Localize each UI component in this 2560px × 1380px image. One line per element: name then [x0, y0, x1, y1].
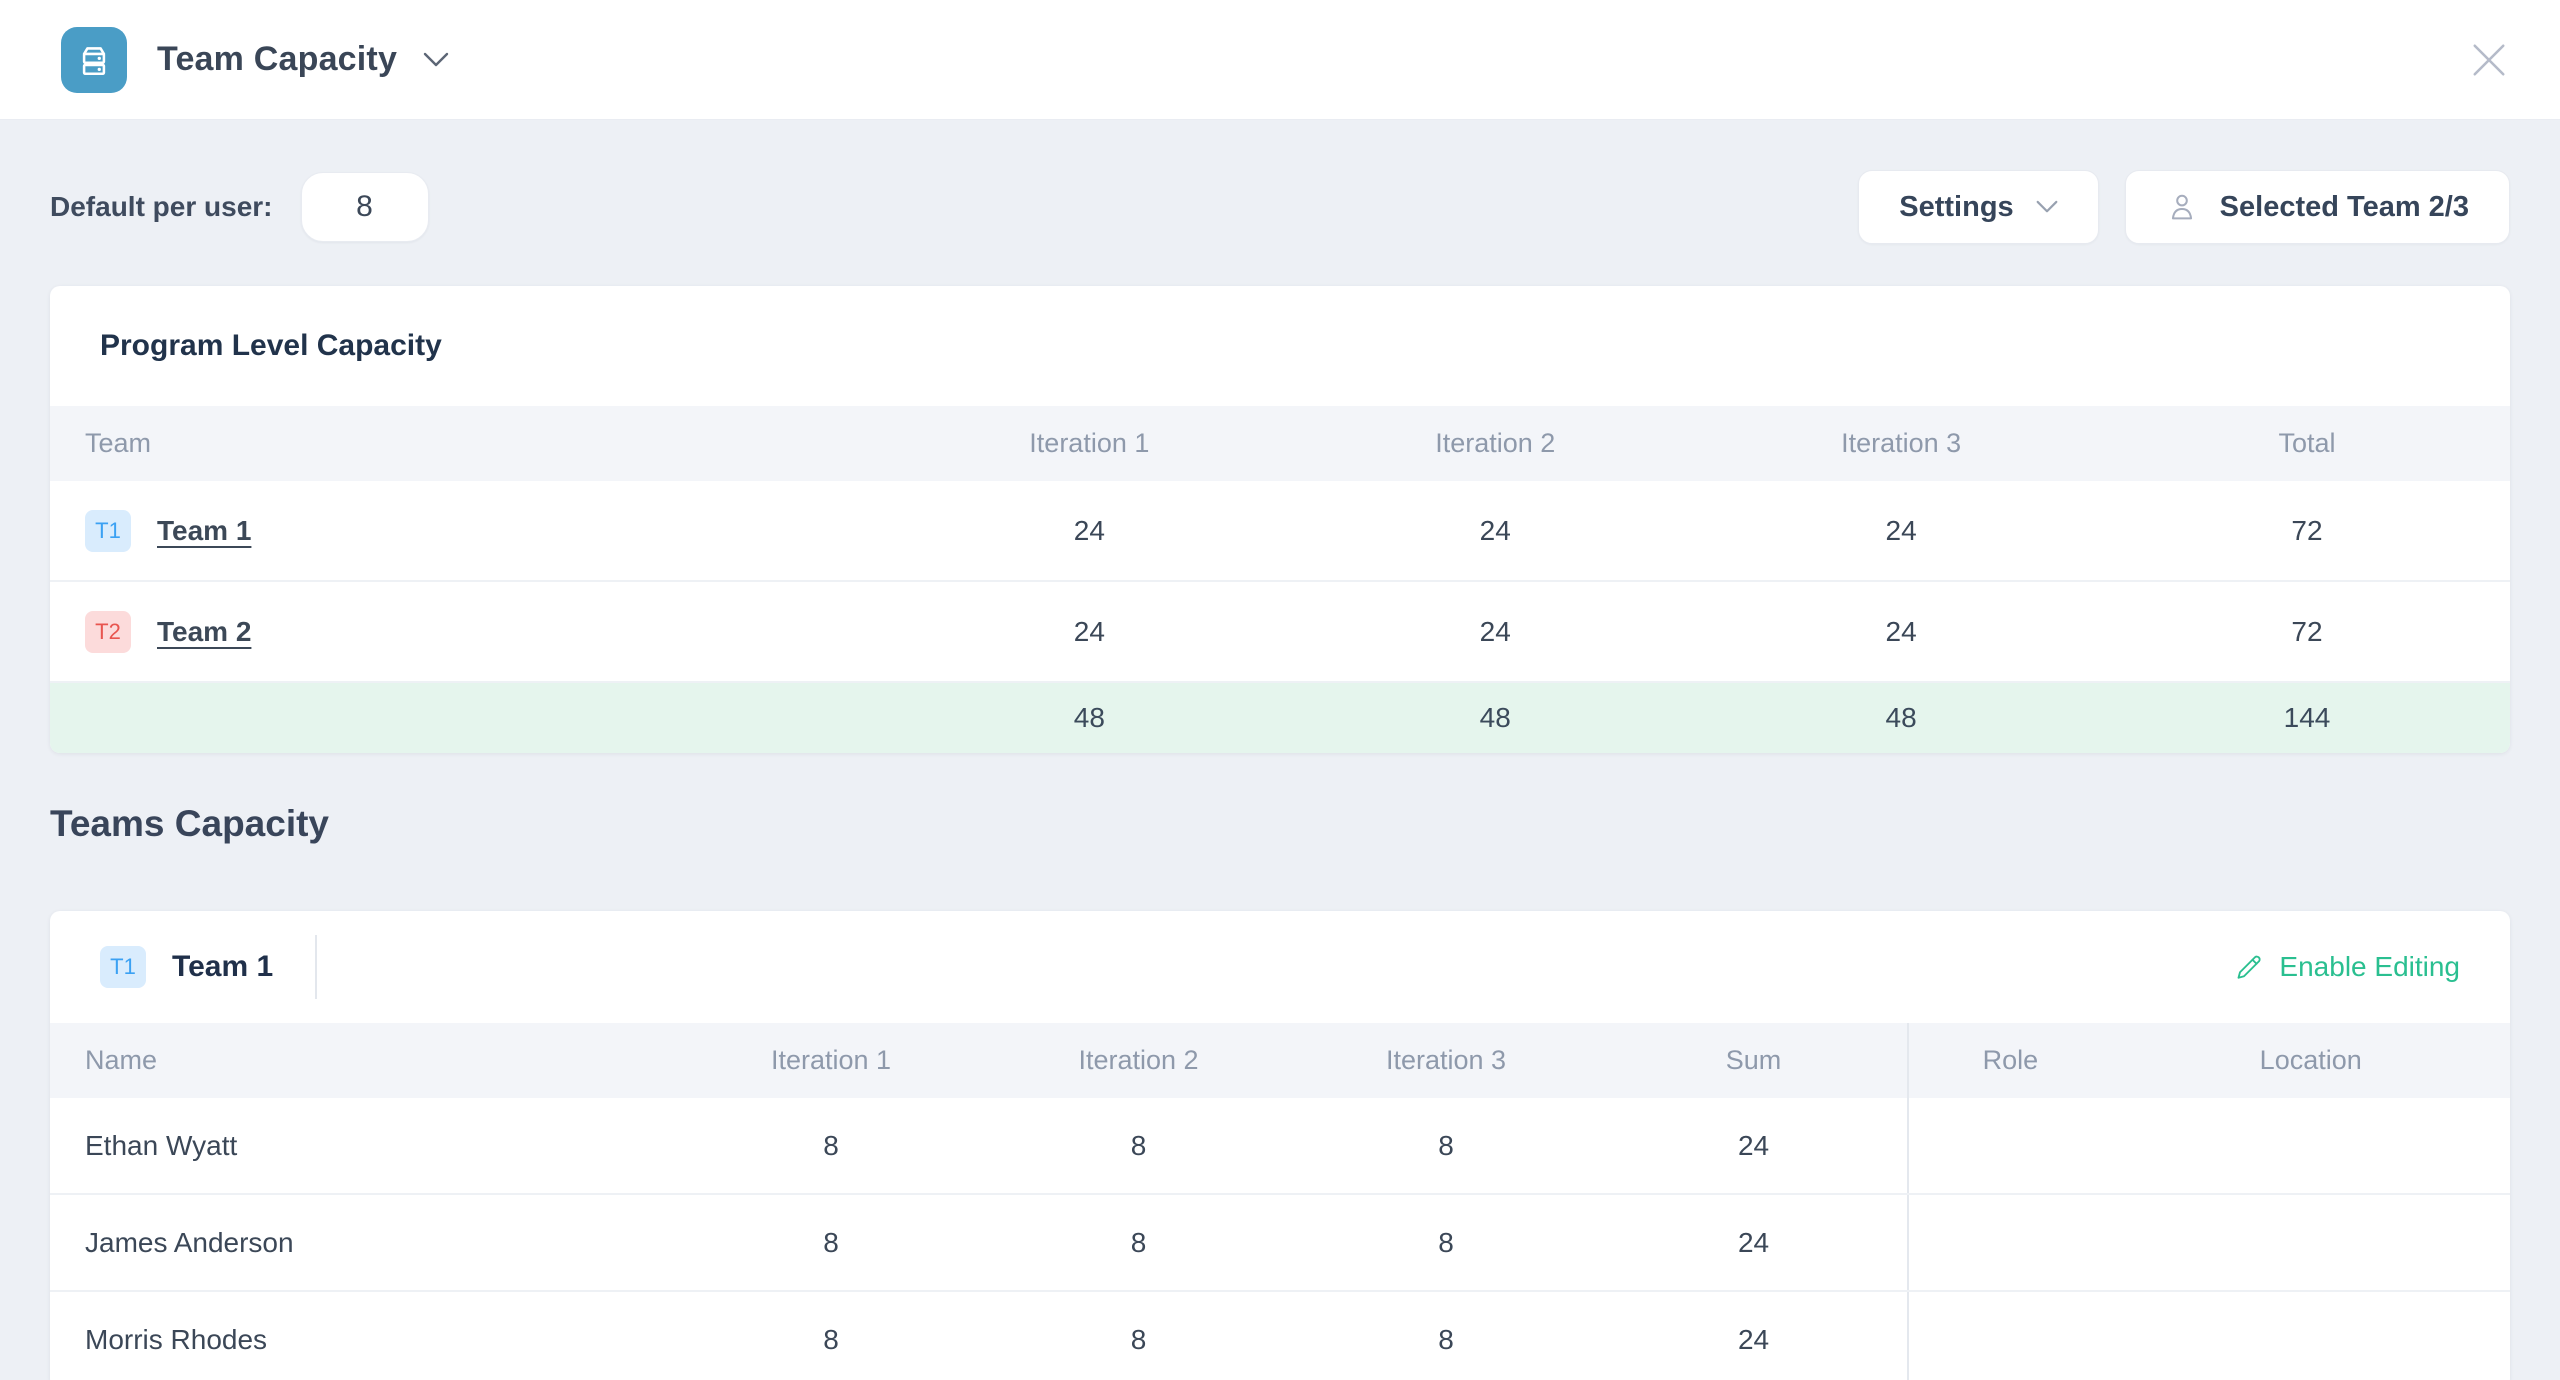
team-1-link[interactable]: Team 1 [157, 514, 252, 546]
team-2-total-value: 72 [2291, 615, 2323, 647]
column-header-iteration-1: Iteration 1 [1029, 428, 1150, 458]
program-totals-row: 48 48 48 144 [50, 683, 2510, 753]
member-sum: 24 [1737, 1323, 1770, 1355]
member-location [2111, 1195, 2510, 1290]
default-per-user-label: Default per user: [50, 191, 273, 222]
toolbar: Default per user: Settings Selected Team… [50, 170, 2510, 244]
chevron-down-icon [2036, 200, 2058, 213]
member-iteration-1: 8 [823, 1129, 839, 1161]
member-iteration-1: 8 [823, 1323, 839, 1355]
member-iteration-1: 8 [823, 1226, 839, 1258]
column-header-team: Team [85, 428, 152, 458]
person-icon [2171, 194, 2192, 220]
column-header-name: Name [85, 1045, 158, 1075]
totals-iteration-3: 48 [1885, 702, 1917, 733]
member-sum: 24 [1737, 1129, 1770, 1161]
team-1-total-value: 72 [2291, 514, 2323, 546]
settings-button[interactable]: Settings [1858, 170, 2099, 244]
team-2-iteration-3-value: 24 [1885, 615, 1917, 647]
totals-iteration-2: 48 [1479, 702, 1511, 733]
totals-iteration-1: 48 [1073, 702, 1105, 733]
column-header-iteration-3: Iteration 3 [1841, 428, 1962, 458]
teams-capacity-heading: Teams Capacity [50, 803, 329, 844]
header-divider [315, 935, 318, 999]
program-level-capacity-title: Program Level Capacity [100, 329, 442, 362]
pencil-icon [2237, 955, 2261, 979]
member-name: Morris Rhodes [85, 1323, 268, 1355]
member-sum: 24 [1737, 1226, 1770, 1258]
totals-total: 144 [2283, 702, 2331, 733]
team-2-iteration-1-value: 24 [1073, 615, 1105, 647]
column-header-total: Total [2278, 428, 2336, 458]
member-name: James Anderson [85, 1226, 294, 1258]
table-row-team-1: T1 Team 1 24 24 24 72 [50, 481, 2510, 582]
member-iteration-2: 8 [1130, 1226, 1147, 1258]
team-2-badge: T2 [85, 610, 131, 653]
table-row-team-2: T2 Team 2 24 24 24 72 [50, 582, 2510, 683]
title-dropdown-chevron-down-icon[interactable] [423, 52, 449, 68]
member-row-james-anderson: James Anderson 8 8 8 24 [50, 1195, 2510, 1292]
member-row-morris-rhodes: Morris Rhodes 8 8 8 24 [50, 1292, 2510, 1380]
member-iteration-3: 8 [1438, 1226, 1454, 1258]
team-1-iteration-2-value: 24 [1479, 514, 1511, 546]
column-header-iteration-2: Iteration 2 [1435, 428, 1556, 458]
member-name: Ethan Wyatt [85, 1129, 238, 1161]
team-1-card-header: T1 Team 1 Enable Editing [50, 911, 2510, 1023]
close-icon[interactable] [2470, 41, 2508, 79]
column-header-sum: Sum [1725, 1045, 1782, 1075]
settings-button-label: Settings [1899, 190, 2014, 223]
team-1-badge: T1 [100, 946, 146, 988]
column-header-iteration-3: Iteration 3 [1386, 1045, 1507, 1075]
column-header-role: Role [1907, 1023, 2111, 1098]
column-header-location: Location [2259, 1045, 2362, 1075]
app-logo-drawers-icon [61, 26, 127, 93]
selected-team-button-label: Selected Team 2/3 [2219, 190, 2469, 223]
team-1-iteration-1-value: 24 [1073, 514, 1105, 546]
column-header-iteration-1: Iteration 1 [771, 1045, 892, 1075]
column-header-iteration-2: Iteration 2 [1078, 1045, 1199, 1075]
team-1-iteration-3-value: 24 [1885, 514, 1917, 546]
default-per-user-input[interactable] [300, 172, 429, 242]
selected-team-button[interactable]: Selected Team 2/3 [2124, 170, 2510, 244]
team-1-badge: T1 [85, 509, 131, 552]
team-table-header-row: Name Iteration 1 Iteration 2 Iteration 3… [50, 1023, 2510, 1098]
member-role [1907, 1292, 2111, 1380]
enable-editing-button[interactable]: Enable Editing [2234, 951, 2460, 983]
member-iteration-2: 8 [1130, 1323, 1147, 1355]
enable-editing-label: Enable Editing [2279, 951, 2460, 982]
member-location [2111, 1292, 2510, 1380]
member-iteration-3: 8 [1438, 1323, 1454, 1355]
member-iteration-3: 8 [1438, 1129, 1454, 1161]
top-bar: Team Capacity [0, 0, 2560, 120]
team-2-iteration-2-value: 24 [1479, 615, 1511, 647]
member-row-ethan-wyatt: Ethan Wyatt 8 8 8 24 [50, 1098, 2510, 1195]
member-role [1907, 1195, 2111, 1290]
page-title: Team Capacity [157, 40, 398, 78]
program-level-capacity-card: Program Level Capacity Team Iteration 1 … [50, 286, 2510, 753]
program-table-header-row: Team Iteration 1 Iteration 2 Iteration 3… [50, 406, 2510, 481]
team-1-capacity-card: T1 Team 1 Enable Editing Name Iteration … [50, 911, 2510, 1380]
team-1-card-name: Team 1 [172, 950, 274, 983]
member-location [2111, 1098, 2510, 1193]
member-role [1907, 1098, 2111, 1193]
team-2-link[interactable]: Team 2 [157, 615, 252, 647]
member-iteration-2: 8 [1130, 1129, 1147, 1161]
